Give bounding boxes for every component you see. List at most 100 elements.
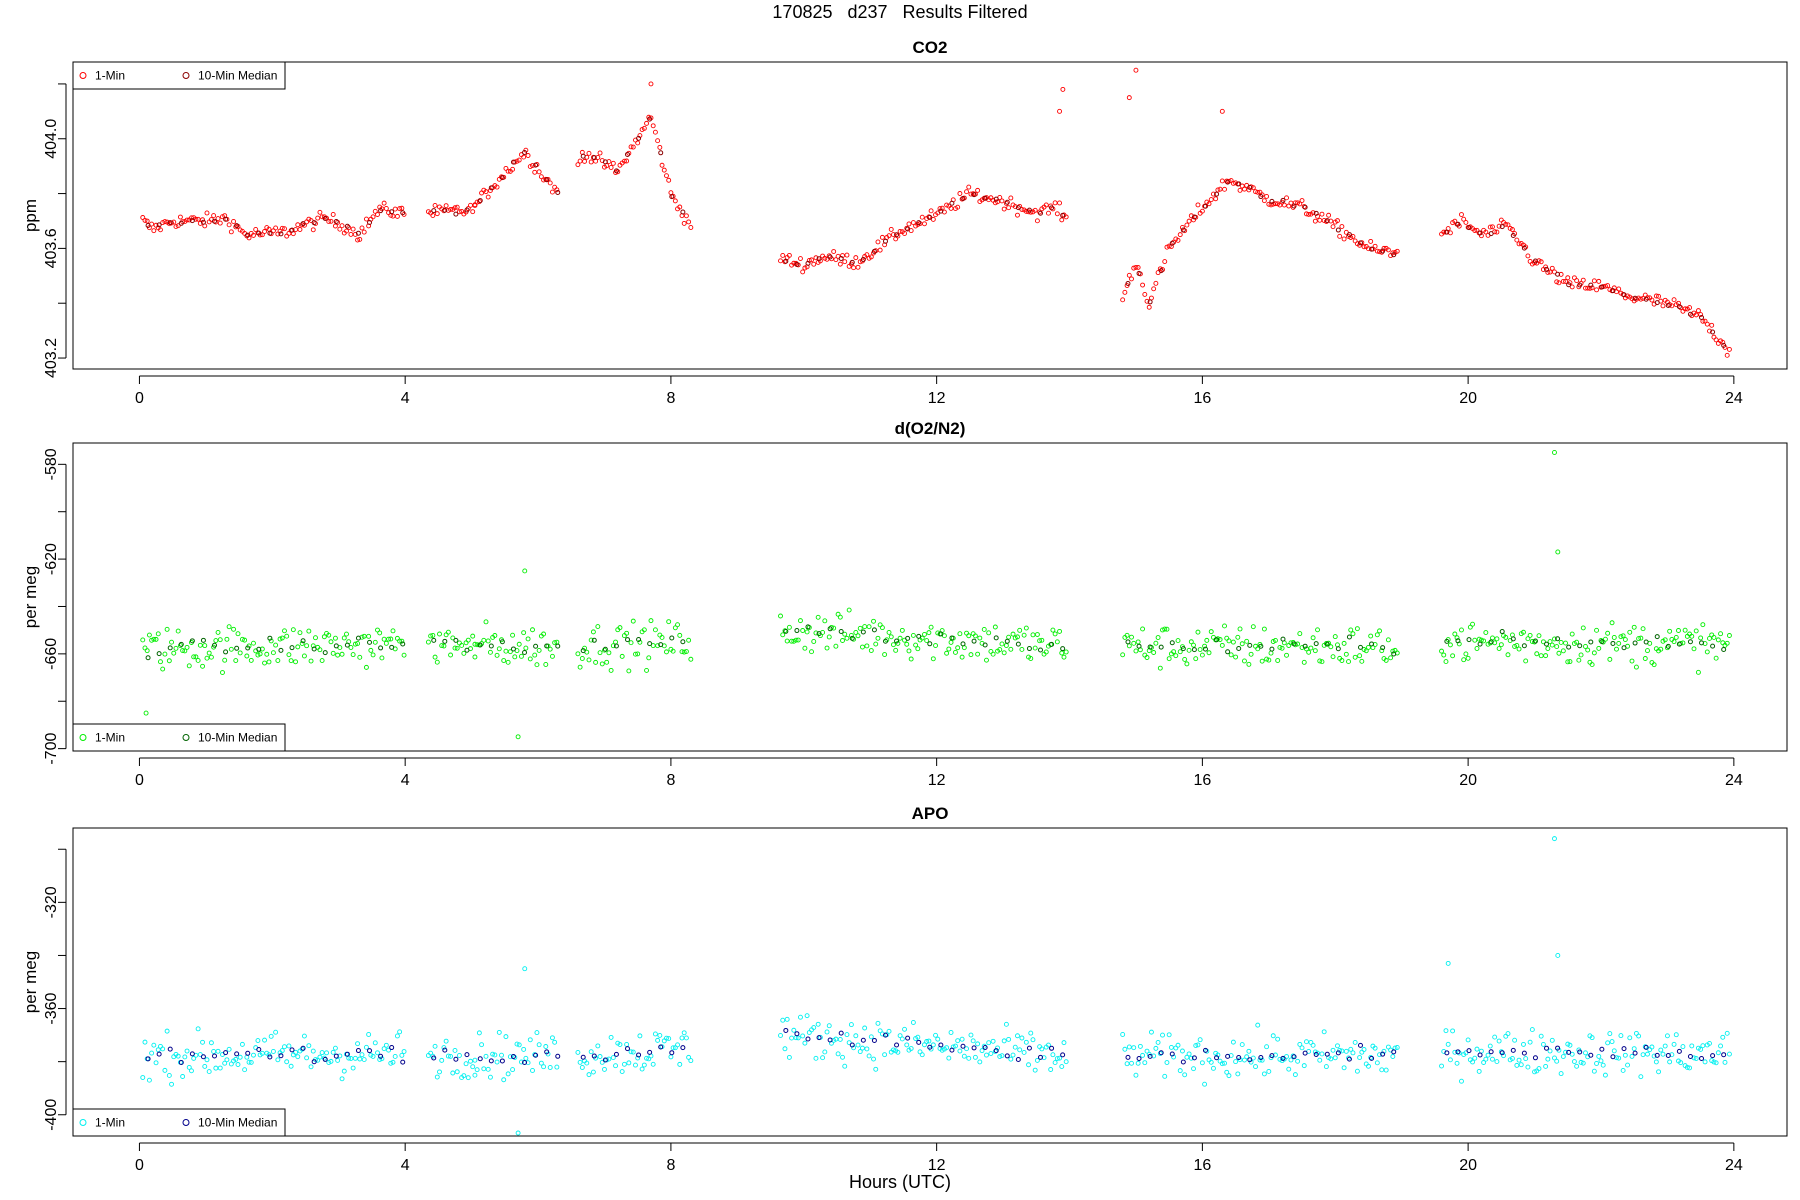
data-point-1min: [1580, 1060, 1586, 1066]
data-point-1min: [534, 1030, 540, 1036]
data-point-10min-median: [1477, 1052, 1483, 1058]
data-point-10min-median: [1147, 644, 1153, 650]
data-point-1min: [1206, 650, 1212, 656]
data-point-1min: [1695, 308, 1701, 314]
data-point-1min: [512, 654, 518, 660]
data-point-10min-median: [156, 651, 162, 657]
data-point-10min-median: [882, 638, 888, 644]
data-point-1min: [891, 1047, 896, 1053]
data-point-1min: [864, 252, 870, 258]
data-point-1min: [1636, 636, 1642, 642]
data-point-1min: [1490, 224, 1495, 230]
data-point-1min: [1518, 1062, 1524, 1068]
data-point-1min: [1704, 649, 1710, 655]
data-point-1min: [1224, 1069, 1230, 1075]
data-point-1min: [262, 229, 268, 234]
data-point-1min: [1061, 654, 1067, 660]
data-point-1min: [200, 217, 205, 223]
data-point-1min: [1640, 1052, 1646, 1058]
data-point-10min-median: [982, 642, 988, 648]
data-point-1min: [1459, 212, 1464, 217]
data-point-1min: [1310, 210, 1316, 216]
data-point-1min: [1589, 1035, 1595, 1041]
data-point-10min-median: [367, 220, 373, 226]
data-point-1min: [888, 226, 894, 232]
data-point-1min: [257, 651, 263, 657]
data-point-1min: [144, 218, 150, 224]
data-point-10min-median: [245, 1050, 251, 1056]
data-point-1min: [346, 225, 352, 231]
data-point-10min-median: [1588, 639, 1594, 645]
data-point-1min: [171, 650, 177, 656]
data-point-1min: [1160, 627, 1165, 633]
data-point-1min: [370, 214, 376, 220]
data-point-1min: [798, 618, 803, 624]
data-point-1min: [448, 652, 454, 658]
data-point-1min: [279, 225, 285, 231]
data-point-1min: [162, 651, 168, 657]
data-point-1min: [681, 649, 687, 655]
data-point-1min: [659, 634, 665, 640]
data-point-10min-median: [647, 641, 653, 647]
data-point-1min: [1017, 627, 1023, 633]
data-point-1min: [1591, 650, 1597, 656]
data-point-1min: [339, 651, 345, 657]
x-tick-label: 4: [401, 772, 410, 789]
data-point-1min: [392, 206, 398, 212]
data-point-1min: [541, 177, 547, 183]
data-point-10min-median: [938, 208, 944, 214]
data-point-1min: [215, 629, 221, 635]
data-point-1min: [344, 228, 349, 234]
data-point-1min: [930, 1042, 936, 1048]
data-point-1min: [1215, 187, 1221, 193]
data-point-1min: [1676, 628, 1681, 633]
data-point-10min-median: [256, 646, 262, 652]
data-point-10min-median: [613, 1051, 619, 1057]
data-point-1min: [833, 643, 839, 649]
data-point-10min-median: [1466, 1048, 1472, 1054]
data-point-1min: [661, 167, 667, 173]
data-point-1min: [1618, 634, 1624, 640]
data-point-1min: [778, 613, 783, 619]
data-point-1min: [1348, 627, 1354, 633]
data-point-1min: [1335, 642, 1340, 648]
data-point-1min: [1233, 654, 1239, 660]
legend-box: [72, 723, 286, 752]
data-point-1min: [595, 624, 601, 630]
data-point-10min-median: [1676, 641, 1682, 647]
data-point-1min: [1560, 648, 1566, 654]
data-point-10min-median: [1588, 1052, 1594, 1058]
data-point-1min: [1574, 278, 1580, 284]
data-point-1min: [1279, 645, 1285, 651]
data-point-1min: [140, 637, 146, 643]
data-point-1min: [182, 1054, 188, 1060]
data-point-1min: [399, 205, 405, 211]
data-point-1min: [784, 1016, 790, 1022]
data-point-1min: [463, 640, 469, 646]
data-point-10min-median: [1125, 281, 1131, 287]
data-point-1min: [1709, 322, 1715, 328]
data-point-1min: [186, 1064, 192, 1070]
data-point-1min: [855, 1042, 861, 1048]
data-point-1min: [1193, 656, 1199, 662]
data-point-1min: [1523, 1056, 1529, 1062]
data-point-1min: [650, 1061, 656, 1067]
data-point-10min-median: [167, 1046, 173, 1052]
data-point-1min: [1230, 1039, 1236, 1045]
data-point-1min: [904, 641, 910, 647]
data-point-1min: [1574, 639, 1580, 645]
data-point-1min: [1131, 640, 1137, 646]
data-point-1min: [191, 654, 197, 660]
data-point-1min: [619, 1069, 625, 1075]
data-point-1min: [677, 204, 683, 210]
y-tick-label: 403.2: [43, 338, 60, 378]
data-point-1min: [984, 657, 989, 663]
data-point-1min: [200, 663, 205, 669]
data-point-1min: [226, 222, 232, 228]
data-point-1min: [1250, 624, 1256, 630]
data-point-1min: [381, 1046, 387, 1052]
data-point-1min: [804, 1013, 810, 1019]
data-point-10min-median: [1369, 246, 1375, 252]
data-point-1min: [1472, 637, 1478, 643]
data-point-1min: [536, 647, 542, 653]
